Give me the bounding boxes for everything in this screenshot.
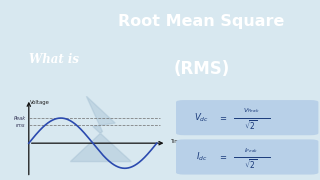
FancyBboxPatch shape	[176, 100, 318, 135]
Text: Peak: Peak	[13, 116, 26, 121]
Text: Time: Time	[170, 139, 182, 144]
Text: rms: rms	[16, 123, 26, 128]
Text: $\sqrt{2}$: $\sqrt{2}$	[244, 158, 258, 171]
Text: $I_{Peak}$: $I_{Peak}$	[244, 146, 259, 155]
Text: Root Mean Square: Root Mean Square	[118, 14, 285, 29]
Polygon shape	[70, 96, 131, 162]
Text: $V_{dc}$: $V_{dc}$	[194, 111, 209, 124]
Text: $I_{dc}$: $I_{dc}$	[196, 151, 207, 163]
Text: $\sqrt{2}$: $\sqrt{2}$	[244, 118, 258, 132]
Text: $=$: $=$	[218, 152, 227, 161]
FancyBboxPatch shape	[176, 139, 318, 175]
Text: Voltage: Voltage	[30, 100, 50, 105]
Text: $V_{Peak}$: $V_{Peak}$	[243, 106, 260, 115]
Text: (RMS): (RMS)	[173, 60, 230, 78]
Text: $=$: $=$	[218, 113, 227, 122]
Text: What is: What is	[29, 53, 79, 66]
